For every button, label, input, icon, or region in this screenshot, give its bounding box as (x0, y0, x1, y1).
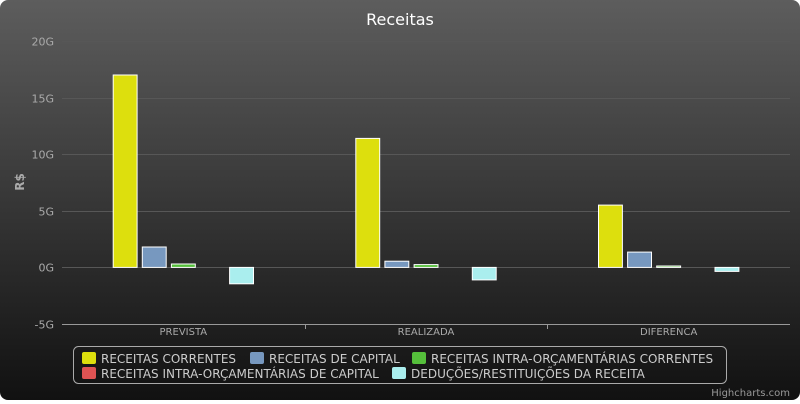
legend-label: DEDUÇÕES/RESTITUIÇÕES DA RECEITA (411, 366, 646, 381)
bar[interactable] (627, 251, 652, 268)
chart-title: Receitas (366, 10, 434, 29)
y-tick-label: 5G (38, 206, 54, 219)
credits-text[interactable]: Highcharts.com (711, 388, 790, 399)
bar[interactable] (714, 266, 740, 272)
y-tick-label: 0G (38, 262, 54, 275)
x-tick-label: DIFERENCA (640, 327, 697, 338)
y-tick-label: -5G (35, 319, 55, 332)
legend-swatch (392, 367, 406, 379)
legend-item[interactable]: DEDUÇÕES/RESTITUIÇÕES DA RECEITA (392, 366, 646, 381)
bar[interactable] (413, 264, 439, 268)
y-tick-label: 20G (31, 36, 54, 49)
x-tick-label: REALIZADA (398, 327, 455, 338)
bar[interactable] (141, 246, 167, 268)
y-tick-label: 15G (31, 93, 54, 106)
bar[interactable] (384, 260, 410, 268)
legend-label: RECEITAS INTRA-ORÇAMENTÁRIAS DE CAPITAL (101, 366, 379, 381)
legend-item[interactable]: RECEITAS INTRA-ORÇAMENTÁRIAS CORRENTES (412, 351, 713, 366)
axis-layer: -5G 0G 5G 10G 15G 20G PREVISTA REALIZADA DIFEREN… (31, 36, 790, 338)
bar[interactable] (355, 137, 381, 268)
legend-label: RECEITAS DE CAPITAL (269, 352, 400, 366)
legend-swatch (250, 352, 264, 364)
legend-label: RECEITAS INTRA-ORÇAMENTÁRIAS CORRENTES (431, 351, 713, 366)
legend: RECEITAS CORRENTES RECEITAS DE CAPITAL REC… (73, 346, 727, 384)
legend-swatch (82, 367, 96, 379)
bar[interactable] (170, 263, 196, 268)
legend-swatch (82, 352, 96, 364)
legend-item[interactable]: RECEITAS CORRENTES (82, 352, 236, 366)
bar[interactable] (471, 266, 497, 281)
legend-swatch (412, 352, 426, 364)
bar[interactable] (112, 74, 138, 268)
legend-item[interactable]: RECEITAS INTRA-ORÇAMENTÁRIAS DE CAPITAL (82, 366, 379, 381)
legend-label: RECEITAS CORRENTES (101, 352, 236, 366)
legend-box (73, 346, 727, 384)
bar[interactable] (598, 204, 623, 268)
y-tick-label: 10G (31, 149, 54, 162)
legend-item[interactable]: RECEITAS DE CAPITAL (250, 352, 400, 366)
x-tick-label: PREVISTA (160, 327, 208, 338)
y-axis-title: R$ (13, 173, 27, 191)
bar[interactable] (229, 266, 255, 285)
bar[interactable] (656, 265, 682, 268)
bar-layer (112, 74, 740, 285)
